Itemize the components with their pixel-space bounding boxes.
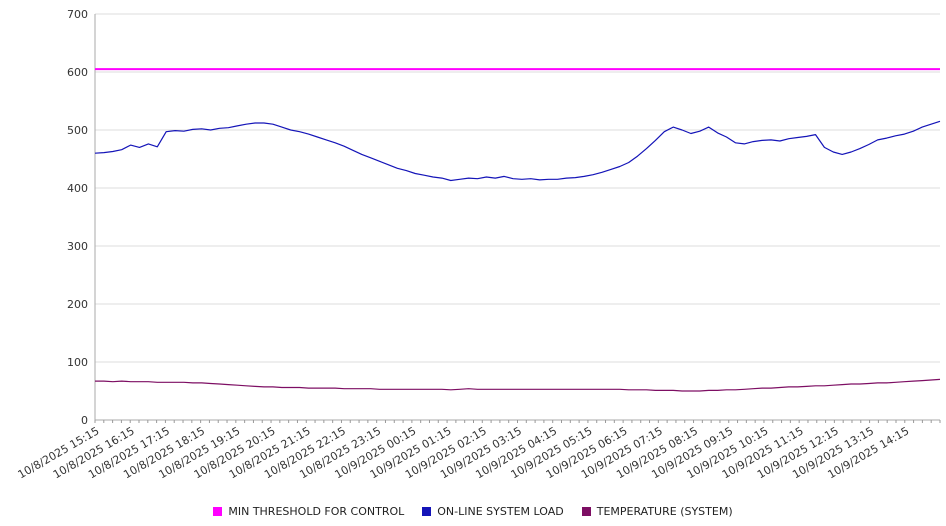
chart-legend: MIN THRESHOLD FOR CONTROL ON-LINE SYSTEM… <box>0 505 946 518</box>
x-axis-ticks <box>94 420 941 423</box>
y-tick-label: 0 <box>81 414 88 427</box>
series-line-2 <box>95 378 941 392</box>
grid-lines <box>95 13 940 421</box>
y-tick-label: 100 <box>67 356 88 369</box>
legend-label-system-load: ON-LINE SYSTEM LOAD <box>437 505 564 518</box>
legend-item-temperature: TEMPERATURE (SYSTEM) <box>581 505 733 518</box>
legend-label-temperature: TEMPERATURE (SYSTEM) <box>596 505 733 518</box>
legend-item-min-threshold: MIN THRESHOLD FOR CONTROL <box>213 505 404 518</box>
y-tick-label: 700 <box>67 8 88 21</box>
legend-item-system-load: ON-LINE SYSTEM LOAD <box>422 505 564 518</box>
legend-swatch-temperature-icon <box>581 507 591 516</box>
y-tick-label: 500 <box>67 124 88 137</box>
y-tick-label: 300 <box>67 240 88 253</box>
legend-swatch-min-threshold-icon <box>213 507 223 516</box>
series-line-1 <box>94 120 941 182</box>
y-tick-label: 600 <box>67 66 88 79</box>
y-axis-labels: 0 100 200 300 400 500 600 700 <box>67 8 88 427</box>
y-tick-label: 200 <box>67 298 88 311</box>
legend-label-min-threshold: MIN THRESHOLD FOR CONTROL <box>228 505 405 518</box>
y-tick-label: 400 <box>67 182 88 195</box>
legend-swatch-system-load-icon <box>422 507 432 516</box>
